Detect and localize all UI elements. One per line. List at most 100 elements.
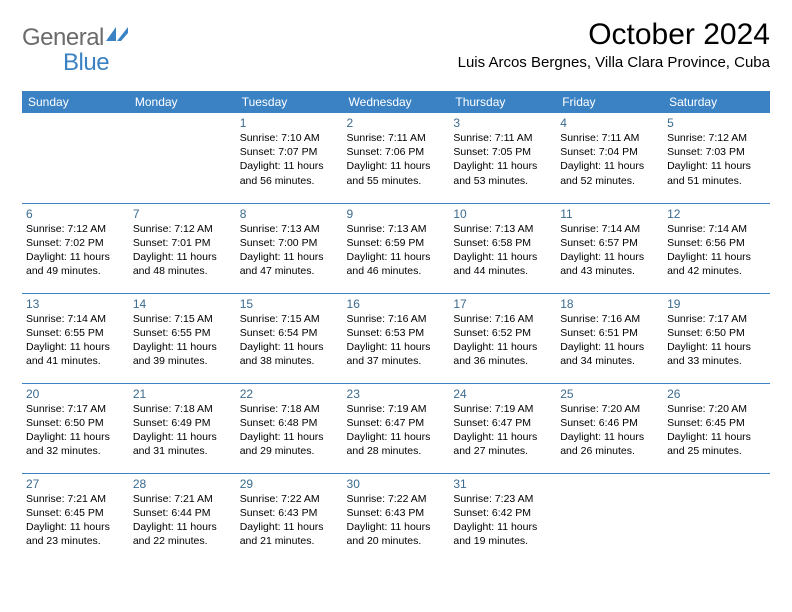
daylight-text-1: Daylight: 11 hours [240,159,339,173]
daylight-text-1: Daylight: 11 hours [26,340,125,354]
sunset-text: Sunset: 7:02 PM [26,236,125,250]
day-info: Sunrise: 7:18 AMSunset: 6:49 PMDaylight:… [133,402,232,459]
sunrise-text: Sunrise: 7:22 AM [347,492,446,506]
daylight-text-2: and 42 minutes. [667,264,766,278]
day-number: 21 [133,387,232,401]
sunset-text: Sunset: 6:59 PM [347,236,446,250]
sunrise-text: Sunrise: 7:13 AM [240,222,339,236]
day-number: 5 [667,116,766,130]
sunset-text: Sunset: 6:57 PM [560,236,659,250]
calendar-row: 27Sunrise: 7:21 AMSunset: 6:45 PMDayligh… [22,473,770,563]
sunset-text: Sunset: 6:51 PM [560,326,659,340]
day-number: 30 [347,477,446,491]
calendar-cell: 16Sunrise: 7:16 AMSunset: 6:53 PMDayligh… [343,293,450,383]
sunset-text: Sunset: 6:45 PM [667,416,766,430]
daylight-text-2: and 29 minutes. [240,444,339,458]
sunrise-text: Sunrise: 7:16 AM [453,312,552,326]
day-info: Sunrise: 7:12 AMSunset: 7:03 PMDaylight:… [667,131,766,188]
day-info: Sunrise: 7:10 AMSunset: 7:07 PMDaylight:… [240,131,339,188]
daylight-text-2: and 41 minutes. [26,354,125,368]
calendar-row: 6Sunrise: 7:12 AMSunset: 7:02 PMDaylight… [22,203,770,293]
day-info: Sunrise: 7:18 AMSunset: 6:48 PMDaylight:… [240,402,339,459]
day-info: Sunrise: 7:19 AMSunset: 6:47 PMDaylight:… [347,402,446,459]
day-info: Sunrise: 7:13 AMSunset: 6:59 PMDaylight:… [347,222,446,279]
day-number: 15 [240,297,339,311]
calendar-cell: 10Sunrise: 7:13 AMSunset: 6:58 PMDayligh… [449,203,556,293]
calendar-cell: 14Sunrise: 7:15 AMSunset: 6:55 PMDayligh… [129,293,236,383]
daylight-text-2: and 21 minutes. [240,534,339,548]
sunrise-text: Sunrise: 7:14 AM [560,222,659,236]
day-number: 22 [240,387,339,401]
daylight-text-1: Daylight: 11 hours [560,430,659,444]
daylight-text-2: and 38 minutes. [240,354,339,368]
day-number: 10 [453,207,552,221]
day-number: 6 [26,207,125,221]
daylight-text-2: and 23 minutes. [26,534,125,548]
calendar-body: 1Sunrise: 7:10 AMSunset: 7:07 PMDaylight… [22,113,770,563]
sunrise-text: Sunrise: 7:12 AM [667,131,766,145]
day-number: 26 [667,387,766,401]
daylight-text-2: and 51 minutes. [667,174,766,188]
day-info: Sunrise: 7:11 AMSunset: 7:06 PMDaylight:… [347,131,446,188]
calendar-cell: 2Sunrise: 7:11 AMSunset: 7:06 PMDaylight… [343,113,450,203]
day-number: 11 [560,207,659,221]
calendar-cell: 25Sunrise: 7:20 AMSunset: 6:46 PMDayligh… [556,383,663,473]
sunrise-text: Sunrise: 7:11 AM [347,131,446,145]
day-header: Saturday [663,91,770,113]
day-number: 2 [347,116,446,130]
calendar-cell: 6Sunrise: 7:12 AMSunset: 7:02 PMDaylight… [22,203,129,293]
sunrise-text: Sunrise: 7:19 AM [453,402,552,416]
daylight-text-1: Daylight: 11 hours [453,159,552,173]
sunrise-text: Sunrise: 7:21 AM [133,492,232,506]
sunset-text: Sunset: 7:00 PM [240,236,339,250]
sunrise-text: Sunrise: 7:10 AM [240,131,339,145]
daylight-text-2: and 53 minutes. [453,174,552,188]
calendar-cell: 23Sunrise: 7:19 AMSunset: 6:47 PMDayligh… [343,383,450,473]
calendar-cell: 11Sunrise: 7:14 AMSunset: 6:57 PMDayligh… [556,203,663,293]
day-info: Sunrise: 7:13 AMSunset: 6:58 PMDaylight:… [453,222,552,279]
day-number: 4 [560,116,659,130]
day-header: Thursday [449,91,556,113]
day-info: Sunrise: 7:21 AMSunset: 6:45 PMDaylight:… [26,492,125,549]
sunrise-text: Sunrise: 7:13 AM [347,222,446,236]
calendar-cell: 21Sunrise: 7:18 AMSunset: 6:49 PMDayligh… [129,383,236,473]
sunrise-text: Sunrise: 7:16 AM [560,312,659,326]
calendar-cell: 5Sunrise: 7:12 AMSunset: 7:03 PMDaylight… [663,113,770,203]
daylight-text-1: Daylight: 11 hours [240,520,339,534]
calendar-cell-empty [556,473,663,563]
daylight-text-1: Daylight: 11 hours [453,250,552,264]
day-info: Sunrise: 7:11 AMSunset: 7:04 PMDaylight:… [560,131,659,188]
daylight-text-2: and 39 minutes. [133,354,232,368]
sunset-text: Sunset: 7:05 PM [453,145,552,159]
sunset-text: Sunset: 7:01 PM [133,236,232,250]
day-header-row: SundayMondayTuesdayWednesdayThursdayFrid… [22,91,770,113]
daylight-text-1: Daylight: 11 hours [667,430,766,444]
daylight-text-1: Daylight: 11 hours [560,340,659,354]
daylight-text-2: and 48 minutes. [133,264,232,278]
day-header: Monday [129,91,236,113]
sunrise-text: Sunrise: 7:18 AM [133,402,232,416]
calendar-cell-empty [663,473,770,563]
day-number: 31 [453,477,552,491]
sunrise-text: Sunrise: 7:11 AM [453,131,552,145]
daylight-text-1: Daylight: 11 hours [133,340,232,354]
day-info: Sunrise: 7:23 AMSunset: 6:42 PMDaylight:… [453,492,552,549]
calendar-cell: 28Sunrise: 7:21 AMSunset: 6:44 PMDayligh… [129,473,236,563]
sunset-text: Sunset: 6:50 PM [667,326,766,340]
daylight-text-2: and 44 minutes. [453,264,552,278]
day-number: 18 [560,297,659,311]
day-number: 20 [26,387,125,401]
daylight-text-1: Daylight: 11 hours [347,520,446,534]
sunrise-text: Sunrise: 7:17 AM [667,312,766,326]
day-number: 3 [453,116,552,130]
day-info: Sunrise: 7:12 AMSunset: 7:02 PMDaylight:… [26,222,125,279]
calendar-cell: 8Sunrise: 7:13 AMSunset: 7:00 PMDaylight… [236,203,343,293]
calendar-cell: 26Sunrise: 7:20 AMSunset: 6:45 PMDayligh… [663,383,770,473]
sunset-text: Sunset: 6:49 PM [133,416,232,430]
day-number: 28 [133,477,232,491]
daylight-text-2: and 34 minutes. [560,354,659,368]
day-info: Sunrise: 7:16 AMSunset: 6:51 PMDaylight:… [560,312,659,369]
sunset-text: Sunset: 6:52 PM [453,326,552,340]
daylight-text-2: and 33 minutes. [667,354,766,368]
day-info: Sunrise: 7:14 AMSunset: 6:56 PMDaylight:… [667,222,766,279]
